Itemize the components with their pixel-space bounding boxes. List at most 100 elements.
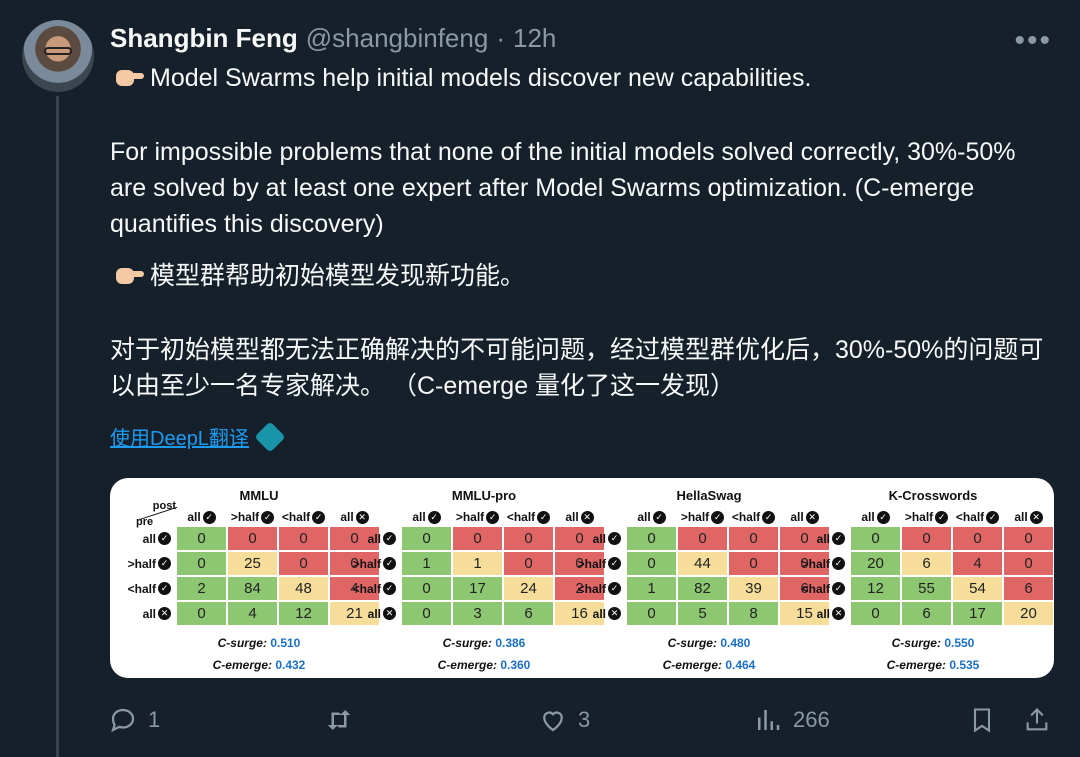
author-handle[interactable]: @shangbinfeng: [305, 22, 489, 53]
panel-title: K-Crosswords: [888, 488, 978, 503]
matrix-cell: 25: [227, 551, 278, 576]
matrix-cell: 0: [677, 526, 728, 551]
share-button[interactable]: [1023, 700, 1051, 740]
matrix-cell: 0: [626, 601, 677, 626]
row-header: all ✕: [788, 601, 848, 626]
matrix-cell: 8: [728, 601, 779, 626]
matrix-cell: 0: [401, 601, 452, 626]
panel-mmlu-pro: MMLU-pro all ✓ >half ✓ <half ✓ all ✕ all ✓ >half ✓ <h…: [339, 478, 605, 678]
c-surge-metric: C-surge: 0.510: [217, 636, 301, 650]
matrix-cell: 0: [401, 576, 452, 601]
matrix-cell: 0: [554, 551, 605, 576]
cross-icon: ✕: [1029, 510, 1043, 524]
more-options-icon[interactable]: •••: [1014, 24, 1052, 57]
matrix-cell: 0: [626, 526, 677, 551]
row-header: all ✓: [114, 526, 174, 551]
matrix-cell: 2: [176, 576, 227, 601]
matrix-cell: 0: [452, 526, 503, 551]
deepl-icon: [254, 420, 286, 453]
matrix-cell: 6: [1003, 576, 1054, 601]
matrix-cell: 6: [901, 601, 952, 626]
tweet-header: Shangbin Feng @shangbinfeng · 12h: [110, 22, 556, 54]
check-icon: ✓: [608, 532, 621, 545]
matrix-cell: 0: [329, 551, 380, 576]
column-header: all ✓: [850, 508, 901, 526]
column-header: all ✕: [329, 508, 380, 526]
check-icon: ✓: [158, 582, 171, 595]
row-header: all ✕: [114, 601, 174, 626]
views-count: 266: [793, 707, 830, 732]
column-header: >half ✓: [452, 508, 503, 526]
matrix-cell: 84: [227, 576, 278, 601]
retweet-button[interactable]: [323, 700, 365, 740]
corner-pre-label: pre: [136, 516, 154, 528]
like-button[interactable]: 3: [538, 700, 590, 740]
check-icon: ✓: [383, 557, 396, 570]
matrix-cell: 12: [278, 601, 329, 626]
matrix-cell: 0: [728, 551, 779, 576]
cross-icon: ✕: [383, 607, 396, 620]
row-header: <half ✓: [339, 576, 399, 601]
matrix-cell: 55: [901, 576, 952, 601]
matrix-cell: 3: [452, 601, 503, 626]
like-count: 3: [578, 707, 591, 732]
matrix-cell: 0: [278, 551, 329, 576]
check-icon: ✓: [383, 532, 396, 545]
check-icon: ✓: [158, 532, 171, 545]
column-header: all ✕: [1003, 508, 1054, 526]
heart-icon: [543, 711, 563, 732]
row-header: all ✕: [564, 601, 624, 626]
row-header: all ✓: [339, 526, 399, 551]
matrix-cell: 16: [554, 601, 605, 626]
translate-link[interactable]: 使用DeepL翻译: [110, 420, 286, 453]
tweet-zh-line-1: 模型群帮助初始模型发现新功能。: [110, 258, 1050, 294]
matrix-cell: 0: [850, 526, 901, 551]
matrix-cell: 0: [176, 526, 227, 551]
check-icon: ✓: [652, 510, 666, 524]
matrix-cell: 0: [1003, 526, 1054, 551]
bookmark-button[interactable]: [968, 700, 996, 740]
matrix-cell: 44: [677, 551, 728, 576]
row-header: all ✓: [788, 526, 848, 551]
matrix-cell: 1: [401, 551, 452, 576]
c-surge-metric: C-surge: 0.480: [667, 636, 751, 650]
views-button[interactable]: 266: [753, 700, 830, 740]
matrix-cell: 39: [728, 576, 779, 601]
matrix-cell: 0: [779, 526, 830, 551]
reply-button[interactable]: 1: [108, 700, 160, 740]
tweet-zh-paragraph-2: 对于初始模型都无法正确解决的不可能问题，经过模型群优化后，30%-50%的问题可…: [110, 336, 1044, 400]
check-icon: ✓: [312, 510, 326, 524]
matrix-cell: 1: [626, 576, 677, 601]
reply-icon: [111, 708, 135, 733]
timestamp[interactable]: 12h: [512, 22, 557, 53]
retweet-icon: [327, 710, 351, 730]
separator-dot: ·: [496, 22, 505, 53]
matrix-cell: 0: [850, 601, 901, 626]
matrix-cell: 4: [329, 576, 380, 601]
check-icon: ✓: [832, 532, 845, 545]
panel-k-crosswords: K-Crosswords all ✓ >half ✓ <half ✓ all ✕ all ✓ >hal…: [788, 478, 1054, 678]
matrix-cell: 20: [850, 551, 901, 576]
check-icon: ✓: [762, 510, 776, 524]
author-name[interactable]: Shangbin Feng: [110, 22, 298, 53]
matrix-cell: 0: [503, 526, 554, 551]
avatar[interactable]: [22, 20, 94, 92]
matrix-cell: 2: [554, 576, 605, 601]
column-header: <half ✓: [503, 508, 554, 526]
c-emerge-metric: C-emerge: 0.464: [662, 658, 756, 672]
reply-count: 1: [148, 707, 161, 732]
matrix-cell: 0: [626, 551, 677, 576]
results-figure[interactable]: MMLU post pre all ✓ >half ✓ <half ✓ all ✕ all ✓ >half…: [110, 478, 1054, 678]
matrix-cell: 17: [952, 601, 1003, 626]
c-emerge-metric: C-emerge: 0.535: [886, 658, 980, 672]
check-icon: ✓: [608, 582, 621, 595]
thread-line: [56, 96, 59, 757]
matrix-cell: 0: [329, 526, 380, 551]
matrix-cell: 5: [677, 601, 728, 626]
matrix-cell: 21: [329, 601, 380, 626]
matrix-cell: 0: [401, 526, 452, 551]
matrix-cell: 6: [901, 551, 952, 576]
c-emerge-metric: C-emerge: 0.360: [437, 658, 531, 672]
matrix-cell: 0: [503, 551, 554, 576]
c-surge-metric: C-surge: 0.550: [891, 636, 975, 650]
